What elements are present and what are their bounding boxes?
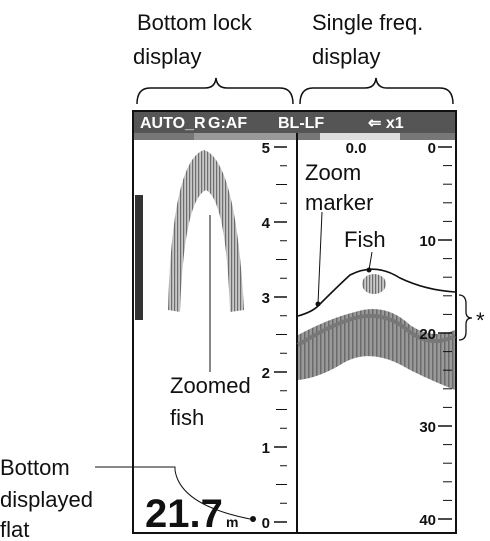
fish-echo <box>362 274 386 294</box>
scale-label: 3 <box>262 290 270 307</box>
sub-bar <box>320 133 400 140</box>
callout: marker <box>305 190 373 215</box>
asterisk: * <box>476 308 485 333</box>
brace <box>137 78 293 104</box>
label: display <box>312 44 380 69</box>
label: Bottom lock <box>137 10 253 35</box>
scale-label: 2 <box>262 365 270 382</box>
header-text: AUTO_R <box>140 115 206 132</box>
diagram: Bottom lock display Single freq. display… <box>0 0 490 541</box>
callout: displayed <box>0 487 93 512</box>
header-text: G:AF <box>208 115 247 132</box>
callout: flat <box>0 517 29 541</box>
callout: fish <box>170 405 204 430</box>
scale-label: 1 <box>262 440 270 457</box>
header-text: BL-LF <box>278 115 324 132</box>
scale-label: 30 <box>419 419 436 436</box>
scale-label: 0 <box>428 140 436 157</box>
scale-label: 40 <box>419 512 436 529</box>
header-text: ⇐ x1 <box>368 115 404 132</box>
scale-label: 4 <box>262 215 271 232</box>
scale-label: 10 <box>419 233 436 250</box>
depth-value: 21.7 <box>145 492 223 536</box>
scale-label: 0 <box>262 515 270 532</box>
label: display <box>133 44 201 69</box>
screen: AUTO_R G:AF BL-LF ⇐ x1 Zoom marker Fish … <box>133 111 456 536</box>
zoom-range-bar <box>135 195 143 320</box>
top-labels: Bottom lock display Single freq. display <box>133 10 453 104</box>
sub-bar <box>134 133 194 140</box>
callout: Zoom <box>305 160 361 185</box>
scale-label: 20 <box>419 326 436 343</box>
scale-label: 5 <box>262 140 270 157</box>
frame <box>133 111 456 533</box>
label: Single freq. <box>312 10 423 35</box>
callout: Zoomed <box>170 373 251 398</box>
callout: Bottom <box>0 455 70 480</box>
brace <box>459 295 472 340</box>
callout: Fish <box>344 227 386 252</box>
dot <box>250 516 256 522</box>
brace <box>300 78 453 104</box>
range-start: 0.0 <box>346 140 367 157</box>
